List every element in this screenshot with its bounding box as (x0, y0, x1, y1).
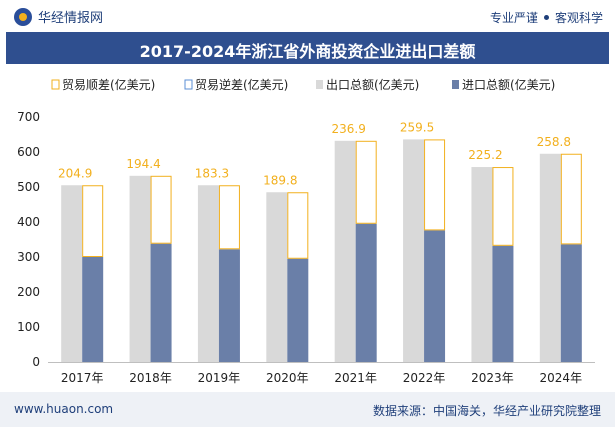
bar-surplus (218, 185, 240, 250)
tagline: 专业严谨 客观科学 (490, 9, 603, 26)
legend-label: 贸易逆差(亿美元) (195, 77, 288, 92)
legend-swatch (51, 79, 60, 90)
y-tick-label: 600 (17, 145, 40, 159)
bar-import (218, 249, 240, 362)
brand: 华经情报网 (14, 7, 103, 26)
bar-surplus (150, 175, 172, 244)
legend-swatch (452, 80, 459, 89)
bar-import (492, 245, 514, 362)
surplus-data-label: 204.9 (58, 166, 92, 180)
y-tick-label: 100 (17, 320, 40, 334)
logo-icon (14, 7, 32, 26)
bar-export (471, 167, 493, 362)
top-bar: 华经情报网 专业严谨 客观科学 (0, 0, 615, 32)
bar-import (424, 230, 446, 362)
legend-swatch (316, 80, 323, 89)
bar-export (129, 175, 151, 362)
bar-export (334, 140, 356, 362)
x-tick-label: 2020年 (266, 371, 309, 385)
y-tick-label: 500 (17, 180, 40, 194)
tagline-2: 客观科学 (554, 11, 603, 25)
bar-surplus (424, 139, 446, 231)
surplus-data-label: 225.2 (468, 148, 502, 162)
bar-import (287, 258, 309, 362)
surplus-data-label: 189.8 (263, 173, 297, 187)
data-source: 数据来源：中国海关，华经产业研究院整理 (372, 404, 601, 418)
surplus-data-label: 183.3 (195, 166, 229, 180)
x-tick-label: 2023年 (471, 371, 514, 385)
x-tick-label: 2018年 (129, 371, 172, 385)
bar-surplus (82, 185, 104, 257)
bar-export (539, 153, 561, 362)
bar-import (82, 257, 104, 362)
legend-label: 出口总额(亿美元) (326, 77, 419, 92)
bar-export (266, 192, 288, 362)
y-tick-label: 400 (17, 215, 40, 229)
legend-label: 进口总额(亿美元) (462, 77, 555, 92)
y-tick-label: 200 (17, 285, 40, 299)
x-tick-label: 2019年 (198, 371, 241, 385)
bullet-icon (543, 15, 549, 20)
surplus-data-label: 258.8 (537, 135, 571, 149)
x-tick-label: 2022年 (403, 371, 446, 385)
bar-surplus (287, 192, 309, 259)
bar-export (61, 185, 83, 362)
title-bar: 2017-2024年浙江省外商投资企业进出口差额 (6, 32, 609, 64)
surplus-data-label: 194.4 (126, 157, 160, 171)
brand-name: 华经情报网 (38, 11, 104, 26)
y-tick-label: 700 (17, 110, 40, 124)
legend-label: 贸易顺差(亿美元) (62, 77, 155, 92)
x-tick-label: 2024年 (540, 371, 583, 385)
bar-surplus (492, 167, 514, 246)
bar-export (197, 185, 219, 362)
surplus-data-label: 259.5 (400, 120, 434, 134)
bar-surplus (355, 140, 377, 224)
bar-import (150, 243, 172, 362)
bar-surplus (560, 153, 582, 245)
footer: www.huaon.com 数据来源：中国海关，华经产业研究院整理 (0, 392, 615, 427)
y-tick-label: 0 (32, 355, 40, 369)
bar-import (560, 244, 582, 362)
bar-import (355, 223, 377, 362)
website-link[interactable]: www.huaon.com (14, 402, 114, 416)
bar-export (403, 139, 425, 362)
x-tick-label: 2021年 (334, 371, 377, 385)
legend-swatch (184, 79, 193, 90)
tagline-1: 专业严谨 (489, 11, 538, 25)
x-tick-label: 2017年 (61, 371, 104, 385)
y-tick-label: 300 (17, 250, 40, 264)
surplus-data-label: 236.9 (332, 122, 366, 136)
chart-title: 2017-2024年浙江省外商投资企业进出口差额 (139, 42, 476, 61)
